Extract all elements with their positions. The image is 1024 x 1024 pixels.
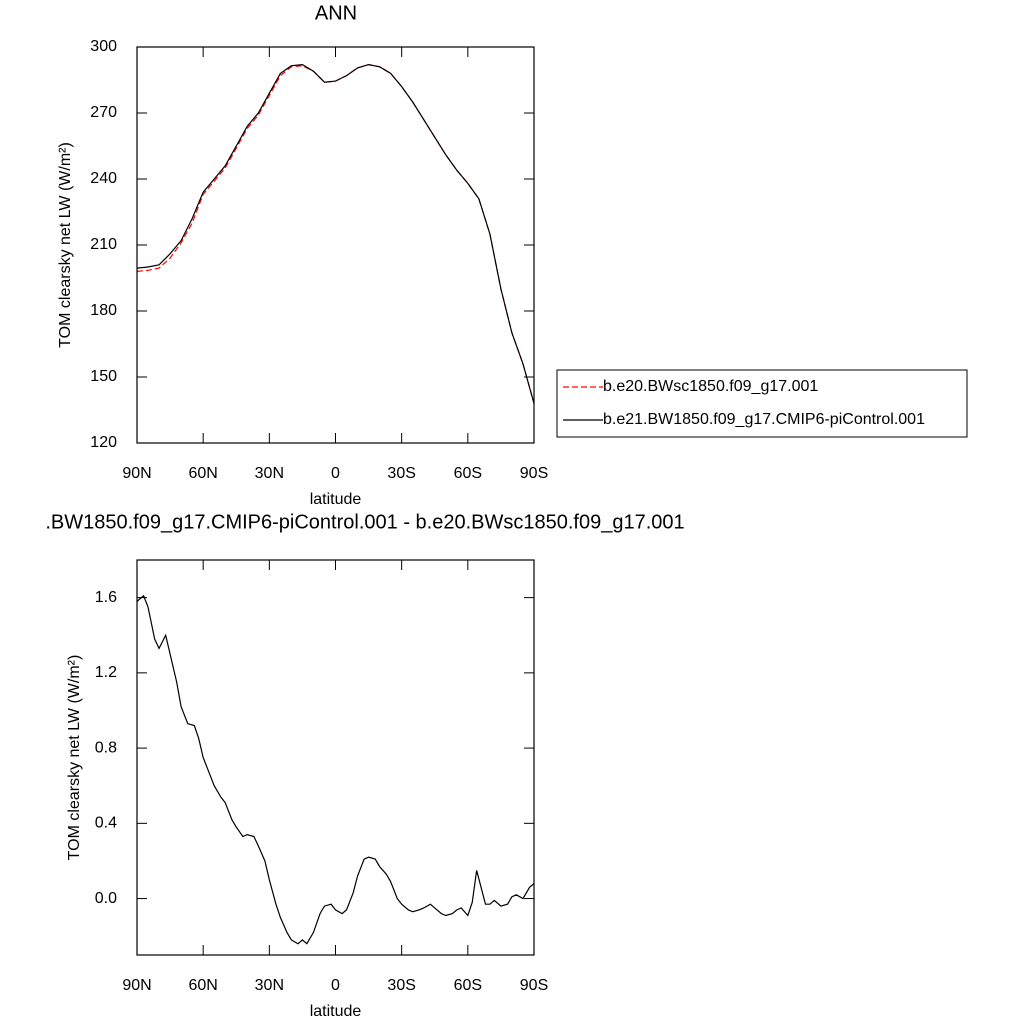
x-tick-label: 90N <box>122 977 151 994</box>
y-tick-label: 0.8 <box>95 739 117 756</box>
x-tick-label: 30S <box>387 465 415 482</box>
y-tick-label: 210 <box>90 236 117 253</box>
x-tick-label: 30S <box>387 977 415 994</box>
y-tick-label: 180 <box>90 302 117 319</box>
x-tick-label: 30N <box>255 465 284 482</box>
x-tick-label: 90N <box>122 465 151 482</box>
x-tick-label: 30N <box>255 977 284 994</box>
y-tick-label: 0.0 <box>95 890 117 907</box>
y-tick-label: 1.6 <box>95 589 117 606</box>
data-line <box>136 63 535 404</box>
x-tick-label: 60N <box>188 977 217 994</box>
y-tick-label: 270 <box>90 104 117 121</box>
y-tick-label: 1.2 <box>95 664 117 681</box>
y-tick-label: 0.4 <box>95 815 117 832</box>
chart-title: ANN <box>315 2 357 24</box>
legend-label: b.e20.BWsc1850.f09_g17.001 <box>603 378 818 395</box>
x-tick-label: 90S <box>520 465 548 482</box>
y-tick-label: 150 <box>90 368 117 385</box>
data-line <box>136 594 535 945</box>
plot-frame <box>136 46 535 444</box>
x-tick-label: 60N <box>188 465 217 482</box>
x-axis-label: latitude <box>310 491 362 508</box>
legend-label: b.e21.BW1850.f09_g17.CMIP6-piControl.001 <box>603 411 925 428</box>
y-axis-label: TOM clearsky net LW (W/m²) <box>57 142 74 348</box>
chart-title: .BW1850.f09_g17.CMIP6-piControl.001 - b.… <box>45 511 684 533</box>
legend-box <box>556 369 968 438</box>
y-tick-label: 300 <box>90 38 117 55</box>
y-tick-label: 240 <box>90 170 117 187</box>
x-tick-label: 0 <box>331 465 340 482</box>
x-tick-label: 0 <box>331 977 340 994</box>
data-line <box>136 63 535 404</box>
x-axis-label: latitude <box>310 1003 362 1020</box>
x-tick-label: 90S <box>520 977 548 994</box>
x-tick-label: 60S <box>454 977 482 994</box>
plot-frame <box>136 559 535 956</box>
x-tick-label: 60S <box>454 465 482 482</box>
y-tick-label: 120 <box>90 434 117 451</box>
y-axis-label: TOM clearsky net LW (W/m²) <box>66 655 83 861</box>
